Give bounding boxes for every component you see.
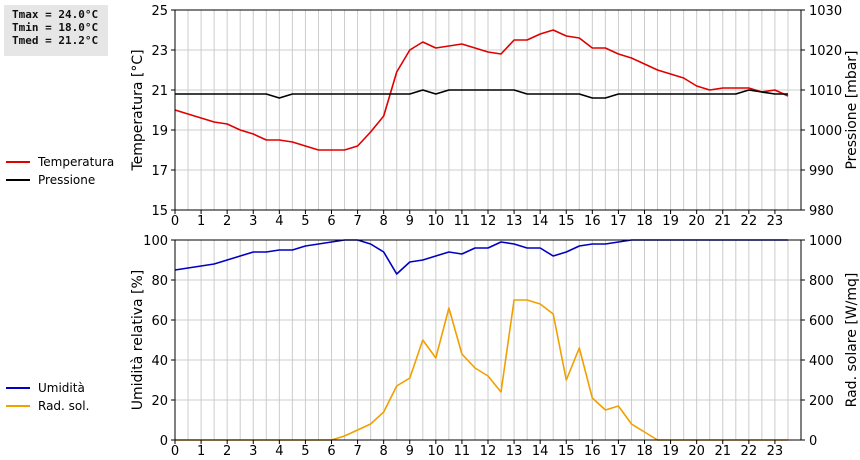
x-tick-label: 14 [532,214,549,229]
tmed-text: Tmed = 21.2°C [12,34,99,47]
y-tick-label: 0 [160,434,168,449]
y-tick-label: 15 [151,204,168,219]
x-tick-label: 22 [741,444,758,459]
series-line-temperatura [174,29,789,151]
x-tick-label: 15 [558,444,575,459]
x-tick-label: 18 [636,444,653,459]
x-tick-label: 23 [767,444,784,459]
y-axis-title: Umidità relativa [%] [130,270,146,411]
x-tick-label: 19 [662,214,679,229]
y-tick-label: 60 [151,314,168,329]
x-tick-label: 4 [275,214,283,229]
x-tick-label: 4 [275,444,283,459]
x-tick-label: 20 [688,214,705,229]
tmax-text: Tmax = 24.0°C [12,8,99,21]
x-tick-label: 22 [741,214,758,229]
x-tick-label: 9 [406,444,414,459]
x-tick-label: 16 [584,214,601,229]
x-tick-label: 0 [171,444,179,459]
y-tick-label: 20 [151,394,168,409]
x-tick-label: 12 [480,444,497,459]
y2-tick-label: 0 [809,434,817,449]
y-tick-label: 80 [151,274,168,289]
y2-axis-title: Pressione [mbar] [844,50,860,169]
y-tick-label: 23 [151,44,168,59]
x-tick-label: 10 [428,214,445,229]
y2-tick-label: 980 [809,204,834,219]
x-tick-label: 8 [380,214,388,229]
x-tick-label: 13 [506,214,523,229]
x-tick-label: 20 [688,444,705,459]
y-tick-label: 100 [143,234,168,249]
y-tick-label: 17 [151,164,168,179]
x-tick-label: 11 [454,444,471,459]
x-tick-label: 18 [636,214,653,229]
x-tick-label: 13 [506,444,523,459]
x-tick-label: 8 [380,444,388,459]
y-tick-label: 25 [151,4,168,19]
x-tick-label: 6 [327,444,335,459]
x-tick-label: 1 [197,214,205,229]
x-tick-label: 9 [406,214,414,229]
x-tick-label: 11 [454,214,471,229]
y2-tick-label: 200 [809,394,834,409]
x-tick-label: 12 [480,214,497,229]
x-tick-label: 1 [197,444,205,459]
x-tick-label: 17 [610,444,627,459]
y-tick-label: 19 [151,124,168,139]
x-tick-label: 15 [558,214,575,229]
chart-1: 0 1 2 3 4 5 6 7 8 9 10 11 12 13 14 15 16 17 18 19 20 21 22 2315… [6,4,860,229]
y2-tick-label: 1010 [809,84,842,99]
x-tick-label: 16 [584,444,601,459]
x-tick-label: 2 [223,444,231,459]
x-tick-label: 7 [353,214,361,229]
y2-axis-title: Rad. solare [W/mq] [844,273,860,408]
x-tick-label: 23 [767,214,784,229]
x-tick-label: 19 [662,444,679,459]
x-tick-label: 14 [532,444,549,459]
y-tick-label: 21 [151,84,168,99]
y2-tick-label: 600 [809,314,834,329]
y-tick-label: 40 [151,354,168,369]
x-tick-label: 10 [428,444,445,459]
x-tick-label: 7 [353,444,361,459]
x-tick-label: 0 [171,214,179,229]
chart-2: 0 1 2 3 4 5 6 7 8 9 10 11 12 13 14 15 16 17 18 19 20 21 22 2302… [6,234,860,459]
x-tick-label: 6 [327,214,335,229]
y2-tick-label: 1000 [809,234,842,249]
y2-tick-label: 800 [809,274,834,289]
legend-label: Rad. sol. [38,399,89,413]
x-tick-label: 3 [249,214,257,229]
x-tick-label: 5 [301,214,309,229]
tmin-text: Tmin = 18.0°C [12,21,99,34]
x-tick-label: 5 [301,444,309,459]
x-tick-label: 21 [714,214,731,229]
legend-label: Pressione [38,173,95,187]
y-axis-title: Temperatura [°C] [130,49,146,171]
x-tick-label: 17 [610,214,627,229]
series-line-pressione [175,89,788,99]
y2-tick-label: 1030 [809,4,842,19]
y2-tick-label: 1020 [809,44,842,59]
y2-tick-label: 1000 [809,124,842,139]
legend-label: Umidità [38,381,85,395]
legend-label: Temperatura [37,155,114,169]
x-tick-label: 2 [223,214,231,229]
y2-tick-label: 400 [809,354,834,369]
stats-box: Tmax = 24.0°C Tmin = 18.0°C Tmed = 21.2°… [4,5,108,56]
x-tick-label: 3 [249,444,257,459]
y2-tick-label: 990 [809,164,834,179]
x-tick-label: 21 [714,444,731,459]
